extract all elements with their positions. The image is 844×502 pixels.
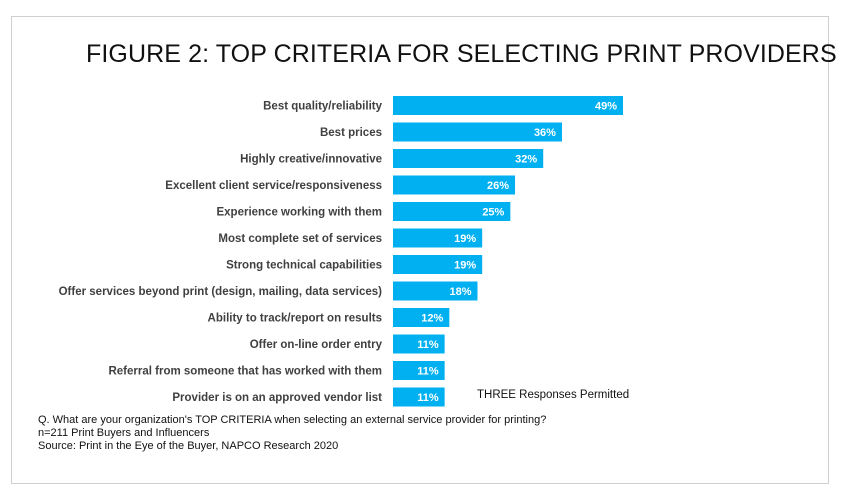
value-label: 12% [421,313,443,325]
value-label: 49% [595,101,617,113]
bar [393,202,511,221]
figure-frame [11,16,829,484]
value-label: 36% [534,127,556,139]
responses-note: THREE Responses Permitted [477,389,630,401]
bar [393,255,483,274]
bar [393,175,516,195]
category-label: Best prices [320,127,382,139]
value-label: 18% [449,286,471,298]
category-label: Highly creative/innovative [240,154,382,166]
category-label: Excellent client service/responsiveness [165,180,382,192]
bar [393,228,483,248]
value-label: 11% [417,366,439,378]
category-label: Ability to track/report on results [208,313,382,325]
bar [393,281,478,301]
category-label: Provider is on an approved vendor list [172,392,382,404]
footnotes: Q. What are your organization's TOP CRIT… [38,414,546,453]
category-label: Most complete set of services [218,233,382,245]
category-label: Experience working with them [216,207,382,219]
category-label: Referral from someone that has worked wi… [108,366,382,378]
value-label: 25% [482,207,504,219]
value-label: 26% [487,180,509,192]
value-label: 32% [515,154,537,166]
footnote-question: Q. What are your organization's TOP CRIT… [38,414,547,426]
category-label: Offer services beyond print (design, mai… [59,286,383,298]
value-label: 19% [454,233,476,245]
bar [393,334,445,354]
category-label: Strong technical capabilities [226,260,382,272]
bar [393,387,445,407]
value-label: 19% [454,260,476,272]
chart-title: FIGURE 2: TOP CRITERIA FOR SELECTING PRI… [86,40,837,68]
bar [393,96,623,115]
bar [393,149,544,168]
value-label: 11% [417,339,439,351]
bar [393,361,445,380]
bar [393,122,562,142]
category-label: Offer on-line order entry [250,339,383,351]
value-label: 11% [417,392,439,404]
footnote-sample: n=211 Print Buyers and Influencers [38,427,210,439]
footnote-source: Source: Print in the Eye of the Buyer, N… [38,440,339,452]
bar [393,308,450,327]
category-label: Best quality/reliability [263,101,382,113]
